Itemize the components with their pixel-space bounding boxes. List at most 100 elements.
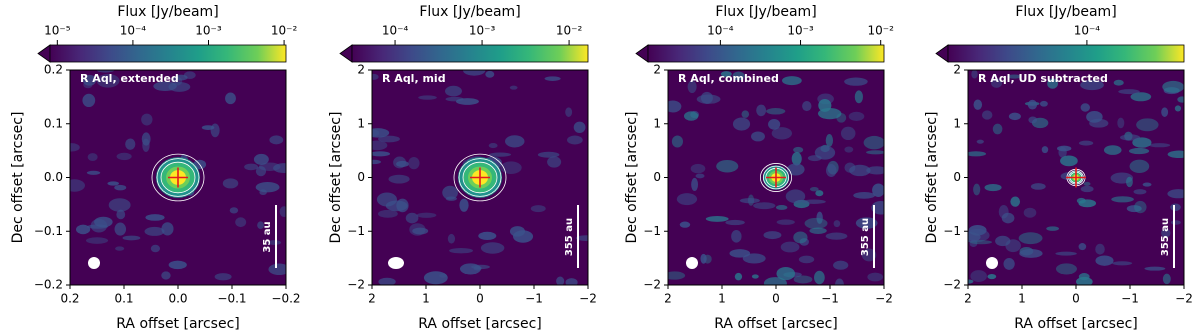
beam: [88, 257, 100, 269]
noise-blob: [107, 181, 120, 186]
noise-blob: [731, 230, 742, 243]
noise-blob: [1118, 89, 1140, 95]
noise-blob: [509, 85, 518, 90]
y-tick-label: −2: [643, 278, 661, 292]
noise-blob: [1167, 150, 1184, 159]
noise-blob: [1076, 197, 1086, 204]
noise-blob: [668, 271, 686, 280]
noise-blob: [801, 199, 826, 204]
image-content: [668, 71, 884, 285]
noise-blob: [1112, 261, 1133, 266]
colorbar-tick-label: 10⁻⁴: [707, 24, 734, 38]
noise-blob: [849, 164, 871, 177]
noise-blob: [279, 206, 286, 218]
x-tick-label: −1: [525, 292, 543, 306]
noise-blob: [229, 207, 239, 214]
noise-blob: [787, 163, 805, 176]
noise-blob: [412, 227, 429, 235]
noise-blob: [695, 173, 705, 179]
noise-blob: [756, 104, 767, 117]
noise-blob: [1177, 96, 1184, 103]
panel: 35 au R Aql, extended 0.2 0.1 0.0 −0.1 −0.2 −0.…: [10, 4, 301, 332]
noise-blob: [222, 178, 239, 189]
noise-blob: [269, 135, 284, 145]
noise-blob: [267, 240, 282, 245]
noise-blob: [741, 110, 750, 118]
noise-blob: [1133, 189, 1147, 195]
noise-blob: [82, 74, 97, 86]
contour: [458, 158, 502, 197]
noise-blob: [1120, 134, 1141, 141]
noise-blob: [1078, 140, 1094, 146]
noise-blob: [1126, 176, 1133, 188]
noise-blob: [1046, 226, 1059, 231]
noise-blob: [116, 209, 126, 220]
noise-blob: [442, 185, 458, 200]
colorbar-extension: [635, 44, 649, 63]
noise-blob: [1019, 248, 1043, 258]
noise-blob: [798, 255, 815, 264]
noise-blob: [809, 187, 819, 192]
noise-blob: [1080, 185, 1094, 193]
noise-blob: [255, 182, 280, 193]
x-tick-label: 0: [772, 292, 780, 306]
noise-blob: [716, 159, 739, 173]
noise-blob: [991, 78, 1003, 88]
x-tick-label: 0.0: [168, 292, 187, 306]
noise-blob: [141, 113, 153, 126]
noise-blob: [1132, 137, 1152, 148]
noise-blob: [509, 226, 526, 237]
noise-blob: [82, 93, 96, 108]
noise-blob: [1174, 105, 1182, 112]
noise-blob: [576, 235, 588, 241]
noise-blob: [90, 218, 108, 233]
panel: 355 au R Aql, combined 2 1 0 −1 −2 −2 −1 0 1 2 RA of…: [624, 4, 894, 332]
colorbar: [351, 44, 589, 63]
x-axis-label: RA offset [arcsec]: [714, 316, 838, 332]
colorbar-label: Flux [Jy/beam]: [117, 4, 218, 20]
noise-blob: [833, 220, 841, 228]
colorbar: [49, 44, 287, 63]
noise-blob: [87, 153, 98, 162]
noise-blob: [378, 277, 396, 285]
beam: [986, 257, 998, 269]
y-tick-label: 2: [357, 63, 365, 77]
y-tick-label: −1: [643, 224, 661, 238]
colorbar-tick-label: 10⁻⁴: [120, 24, 147, 38]
noise-blob: [544, 76, 561, 81]
noise-blob: [1086, 111, 1103, 123]
x-tick-label: −2: [579, 292, 597, 306]
noise-blob: [1007, 74, 1022, 79]
noise-blob: [1162, 273, 1171, 285]
x-axis-label: RA offset [arcsec]: [116, 316, 240, 332]
noise-blob: [981, 110, 993, 120]
noise-blob: [1028, 116, 1038, 124]
noise-blob: [488, 143, 498, 149]
y-tick-label: 1: [953, 116, 961, 130]
noise-blob: [867, 272, 884, 282]
noise-blob: [725, 219, 745, 226]
noise-blob: [751, 274, 759, 279]
noise-blob: [734, 272, 743, 281]
noise-blob: [116, 152, 132, 161]
noise-blob: [793, 275, 813, 284]
noise-blob: [405, 212, 419, 224]
beam: [388, 257, 404, 269]
y-tick-label: −1: [943, 224, 961, 238]
noise-blob: [565, 278, 578, 285]
noise-blob: [1117, 117, 1125, 129]
noise-blob: [144, 226, 165, 236]
noise-blob: [835, 278, 844, 285]
noise-blob: [565, 107, 573, 117]
noise-blob: [463, 70, 486, 76]
noise-blob: [1041, 146, 1049, 154]
contour: [462, 161, 498, 194]
noise-blob: [872, 183, 884, 198]
colorbar-tick-label: 10⁻²: [556, 24, 583, 38]
noise-blob: [258, 162, 281, 171]
contour: [151, 153, 205, 202]
noise-blob: [573, 121, 586, 133]
noise-blob: [259, 189, 267, 196]
colorbar-tick-label: 10⁻⁴: [382, 24, 409, 38]
